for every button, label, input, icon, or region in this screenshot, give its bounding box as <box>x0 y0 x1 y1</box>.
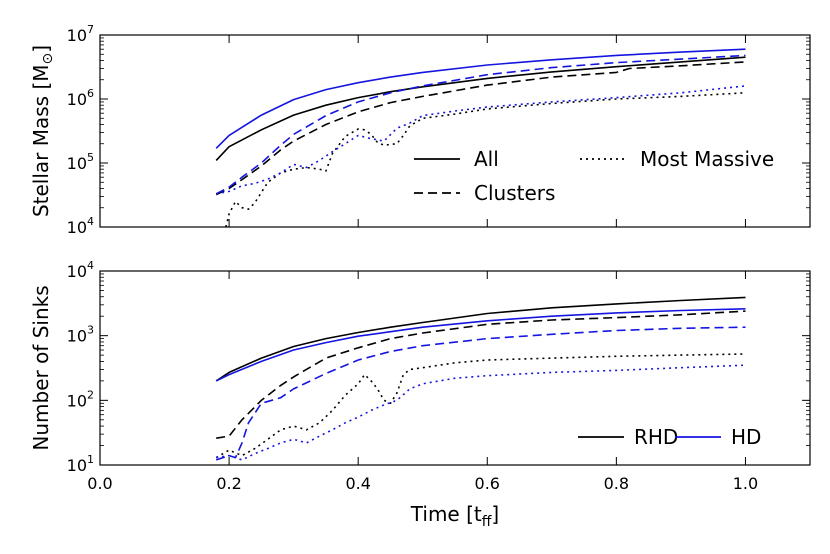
legend-label-hd: HD <box>731 425 761 449</box>
bottom-series-hd-most-massive <box>216 364 746 461</box>
bottom-series-group <box>215 296 746 461</box>
top-series-hd-all <box>215 48 746 149</box>
legend-label-rhd: RHD <box>634 425 678 449</box>
legend-label-all: All <box>474 147 499 171</box>
bottom-ytick-label: 101 <box>67 453 94 475</box>
stellar-mass-panel: 104 105 106 107 Stellar Mass [M⊙] All Cluste… <box>29 23 811 237</box>
top-legend: All Clusters Most Massive <box>414 147 774 205</box>
top-y-axis-label: Stellar Mass [M⊙] <box>29 45 56 217</box>
top-axes-frame <box>99 34 811 228</box>
bottom-series-rhd-most-massive <box>215 353 746 459</box>
top-series-rhd-clusters <box>215 61 746 196</box>
top-series-rhd-all <box>215 56 746 161</box>
bottom-legend: RHD HD <box>578 425 761 449</box>
xtick-label: 0.8 <box>604 474 629 493</box>
xtick-label: 0.6 <box>475 474 500 493</box>
bottom-y-axis-label: Number of Sinks <box>29 285 53 450</box>
xtick-label: 1.0 <box>733 474 758 493</box>
top-series-hd-clusters <box>215 54 746 195</box>
bottom-ytick-label: 102 <box>67 388 94 410</box>
top-ticks-group: 104 105 106 107 <box>67 23 810 237</box>
xtick-label: 0.2 <box>216 474 241 493</box>
bottom-ticks-group: 101 102 103 104 0.0 0.2 0.4 0.6 0.8 1.0 <box>67 259 810 493</box>
bottom-series-rhd-clusters <box>216 310 746 439</box>
xtick-label: 0.4 <box>345 474 370 493</box>
legend-label-most-massive: Most Massive <box>640 147 774 171</box>
bottom-series-rhd-all <box>215 296 746 382</box>
top-ytick-label: 105 <box>67 151 94 173</box>
top-ytick-label: 107 <box>67 23 94 45</box>
bottom-series-hd-clusters <box>215 326 746 461</box>
bottom-series-hd-all <box>215 308 746 382</box>
top-series-group <box>215 48 746 228</box>
top-series-hd-most-massive <box>216 85 746 195</box>
bottom-axes-frame <box>99 270 811 466</box>
x-axis-label: Time [tff] <box>410 502 499 530</box>
bottom-ytick-label: 104 <box>67 259 94 281</box>
bottom-ytick-label: 103 <box>67 324 94 346</box>
sinks-panel: 101 102 103 104 0.0 0.2 0.4 0.6 0.8 1.0 Number of… <box>29 259 811 530</box>
top-series-rhd-most-massive <box>225 92 746 228</box>
legend-label-clusters: Clusters <box>474 181 555 205</box>
top-ytick-label: 104 <box>67 215 94 237</box>
top-ytick-label: 106 <box>67 87 94 109</box>
xtick-label: 0.0 <box>87 474 112 493</box>
